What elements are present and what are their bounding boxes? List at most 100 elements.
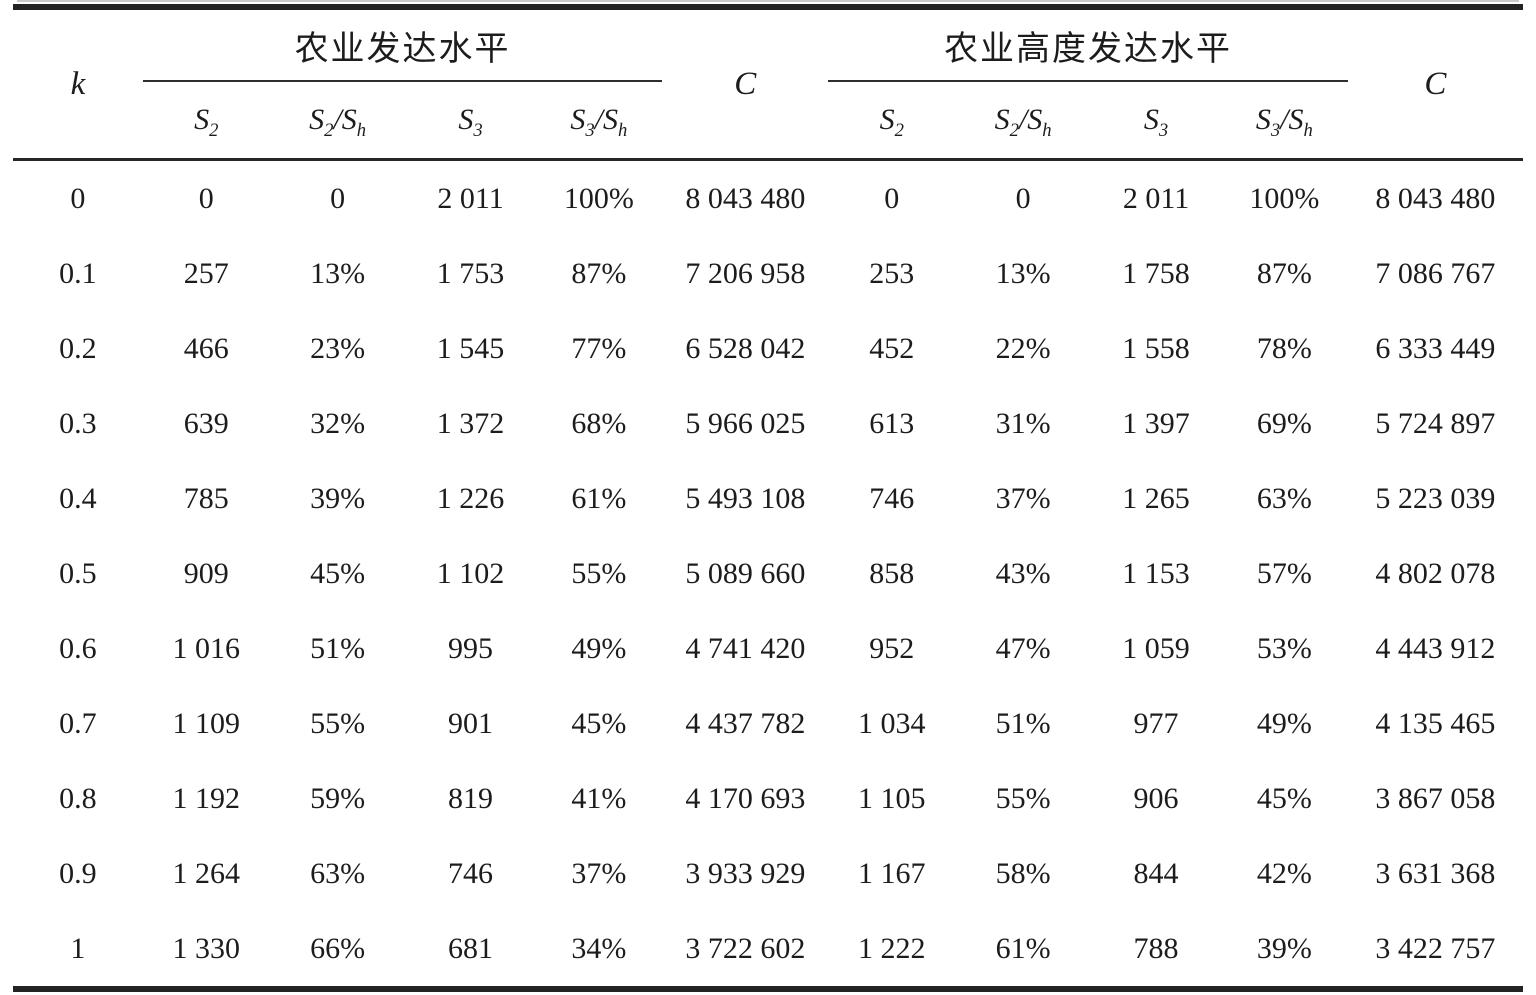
- cell-value: 4 443 912: [1375, 631, 1496, 665]
- cell-value: 1 545: [436, 331, 505, 365]
- table-row: 0.4 785 39% 1 226 61% 5 493 108 746 37% 1 265 63%…: [13, 461, 1523, 536]
- cell-value: 34%: [571, 931, 627, 965]
- cell-value: 5 223 039: [1375, 481, 1496, 515]
- cell-value: 746: [448, 856, 493, 890]
- cell-value: 788: [1133, 931, 1179, 965]
- cell-value: 613: [869, 406, 915, 440]
- column-subheader: S2/Sh: [269, 81, 406, 161]
- subheader-row: S2 S2/Sh S3 S3/Sh S2 S2/Sh S3 S3/Sh: [13, 81, 1523, 161]
- cell-value: 253: [869, 256, 915, 290]
- cell-value: 2 011: [1122, 181, 1190, 215]
- cell-k-value: 0.5: [59, 556, 97, 590]
- cell-value: 100%: [563, 181, 634, 215]
- cell-value: 13%: [310, 256, 366, 290]
- cell-value: 66%: [310, 931, 366, 965]
- cell-value: 1 016: [172, 631, 241, 665]
- cell-value: 32%: [310, 406, 366, 440]
- cell-value: 1 397: [1122, 406, 1190, 440]
- cell-value: 41%: [571, 781, 627, 815]
- cell-value: 51%: [310, 631, 366, 665]
- cell-value: 1 753: [436, 256, 505, 290]
- cell-value: 51%: [995, 706, 1051, 740]
- table-row: 0.8 1 192 59% 819 41% 4 170 693 1 105 55% 906 45%…: [13, 761, 1523, 836]
- cell-value: 1 265: [1122, 481, 1190, 515]
- cell-value: 7 086 767: [1375, 256, 1496, 290]
- cell-value: 1 102: [436, 556, 505, 590]
- cell-k-value: 0: [70, 181, 86, 215]
- cell-value: 61%: [571, 481, 627, 515]
- cell-value: 4 802 078: [1375, 556, 1496, 590]
- table-row: 0.6 1 016 51% 995 49% 4 741 420 952 47% 1 059 53%…: [13, 611, 1523, 686]
- cell-k-value: 0.2: [59, 331, 97, 365]
- cell-value: 7 206 958: [685, 256, 806, 290]
- cell-value: 257: [183, 256, 229, 290]
- cell-value: 49%: [1256, 706, 1312, 740]
- column-header-k: k: [13, 7, 143, 161]
- cell-value: 53%: [1256, 631, 1312, 665]
- table-row: 0.7 1 109 55% 901 45% 4 437 782 1 034 51% 977 49%…: [13, 686, 1523, 761]
- column-subheader: S2: [142, 81, 270, 161]
- column-header-c-left: C: [662, 7, 829, 161]
- cell-value: 6 528 042: [685, 331, 806, 365]
- cell-value: 78%: [1256, 331, 1312, 365]
- cell-value: 87%: [1256, 256, 1312, 290]
- cell-value: 6 333 449: [1375, 331, 1496, 365]
- cell-value: 0: [330, 181, 346, 215]
- cell-value: 858: [869, 556, 915, 590]
- cell-value: 1 558: [1122, 331, 1190, 365]
- cell-value: 42%: [1256, 856, 1312, 890]
- cell-value: 1 330: [172, 931, 241, 965]
- cell-value: 13%: [995, 256, 1051, 290]
- cell-value: 1 059: [1122, 631, 1190, 665]
- cell-value: 8 043 480: [685, 181, 806, 215]
- cell-value: 37%: [995, 481, 1051, 515]
- cell-value: 4 170 693: [685, 781, 806, 815]
- cell-value: 55%: [995, 781, 1051, 815]
- results-table: k 农业发达水平 C 农业高度发达水平 C S2 S2/Sh S3 S3/Sh S2 S2…: [13, 4, 1523, 992]
- column-subheader: S3: [1091, 81, 1221, 161]
- cell-value: 1 226: [436, 481, 505, 515]
- cell-value: 77%: [571, 331, 627, 365]
- cell-value: 5 966 025: [685, 406, 806, 440]
- cell-value: 1 758: [1122, 256, 1190, 290]
- column-header-c-right: C: [1347, 7, 1523, 161]
- table-row: 0.9 1 264 63% 746 37% 3 933 929 1 167 58% 844 42%…: [13, 836, 1523, 911]
- table-row: 0.1 257 13% 1 753 87% 7 206 958 253 13% 1 758 87%…: [13, 236, 1523, 311]
- cell-value: 45%: [1256, 781, 1312, 815]
- cell-value: 0: [1015, 181, 1031, 215]
- cell-value: 4 741 420: [685, 631, 806, 665]
- column-subheader: S3/Sh: [1220, 81, 1348, 161]
- cell-value: 37%: [571, 856, 627, 890]
- cell-value: 5 724 897: [1375, 406, 1496, 440]
- cell-value: 785: [183, 481, 229, 515]
- cell-value: 45%: [571, 706, 627, 740]
- cell-value: 39%: [310, 481, 366, 515]
- cell-value: 55%: [310, 706, 366, 740]
- cell-value: 2 011: [437, 181, 504, 215]
- cell-value: 5 089 660: [685, 556, 806, 590]
- cell-value: 819: [448, 781, 493, 815]
- cell-value: 63%: [1256, 481, 1312, 515]
- cell-k-value: 0.7: [59, 706, 97, 740]
- column-subheader: S2: [828, 81, 956, 161]
- cell-value: 746: [869, 481, 915, 515]
- cell-value: 45%: [310, 556, 366, 590]
- cell-value: 100%: [1249, 181, 1320, 215]
- cell-value: 909: [183, 556, 229, 590]
- cell-value: 0: [884, 181, 900, 215]
- cell-value: 58%: [995, 856, 1051, 890]
- cell-value: 3 867 058: [1375, 781, 1496, 815]
- cell-value: 681: [448, 931, 493, 965]
- cell-value: 31%: [995, 406, 1051, 440]
- cell-k-value: 1: [70, 931, 86, 965]
- cell-value: 3 933 929: [685, 856, 806, 890]
- cell-value: 1 167: [858, 856, 926, 890]
- group-header-developed: 农业发达水平: [142, 7, 663, 82]
- cell-value: 23%: [310, 331, 366, 365]
- cell-value: 5 493 108: [685, 481, 806, 515]
- cell-k-value: 0.3: [59, 406, 97, 440]
- cell-value: 1 105: [858, 781, 926, 815]
- cell-value: 3 631 368: [1375, 856, 1496, 890]
- cell-value: 844: [1133, 856, 1179, 890]
- table-row: 0.5 909 45% 1 102 55% 5 089 660 858 43% 1 153 57%…: [13, 536, 1523, 611]
